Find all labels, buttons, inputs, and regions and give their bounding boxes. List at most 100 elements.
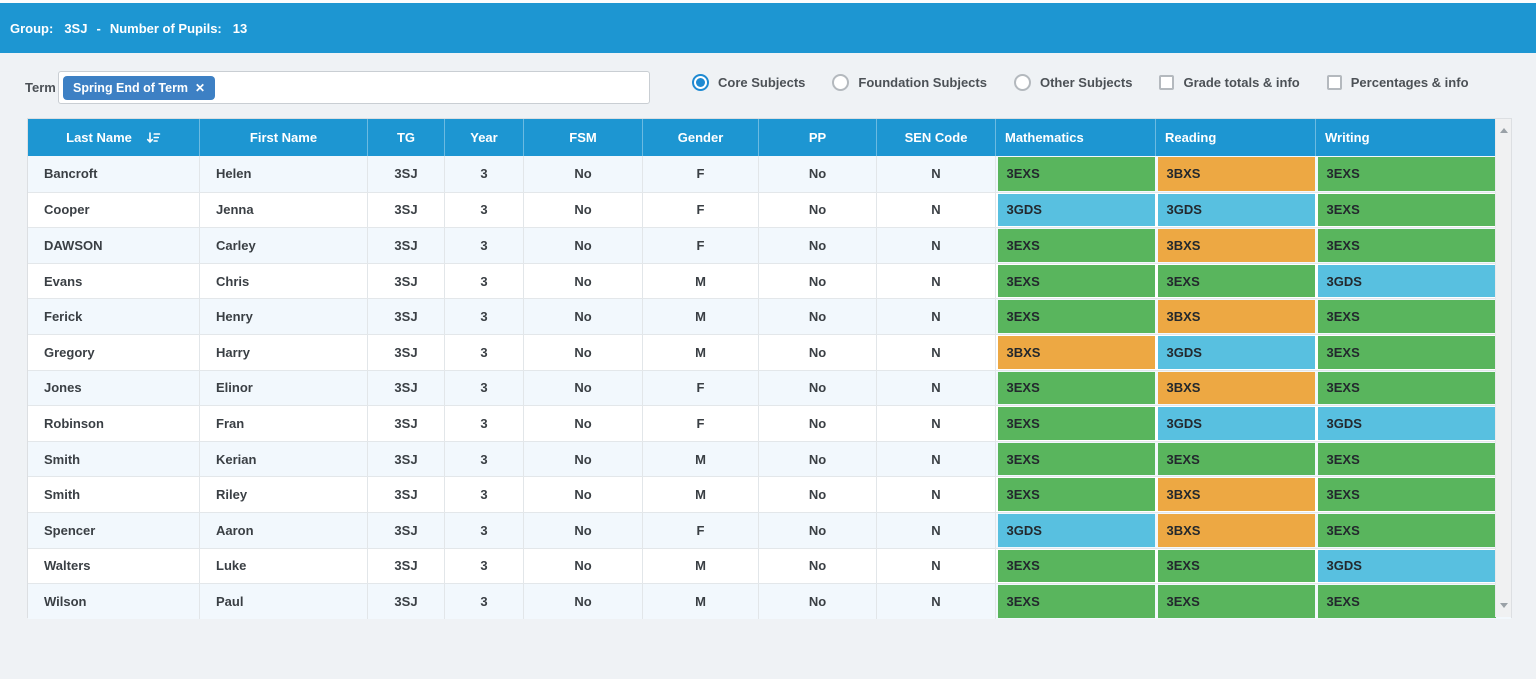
cell-fsm: No <box>524 192 643 228</box>
grade-cell[interactable]: 3EXS <box>1156 548 1316 584</box>
grade-cell[interactable]: 3EXS <box>1156 263 1316 299</box>
grade-cell[interactable]: 3EXS <box>1316 228 1497 263</box>
cell-fsm: No <box>524 512 643 548</box>
pupil-row[interactable]: Ferick Henry 3SJ 3 No M No N 3EXS 3BXS 3EXS <box>28 298 1511 334</box>
cell-fsm: No <box>524 370 643 406</box>
grade-cell[interactable]: 3GDS <box>1156 192 1316 228</box>
pupil-row[interactable]: Smith Riley 3SJ 3 No M No N 3EXS 3BXS 3EXS <box>28 476 1511 512</box>
column-header-tg[interactable]: TG <box>368 119 445 156</box>
grade-cell[interactable]: 3EXS <box>996 370 1156 406</box>
grade-cell[interactable]: 3BXS <box>1156 299 1316 334</box>
grade-cell[interactable]: 3EXS <box>996 299 1156 334</box>
grade-cell[interactable]: 3EXS <box>996 584 1156 619</box>
cell-sen: N <box>877 192 996 228</box>
cell-year: 3 <box>445 263 524 299</box>
grade-cell[interactable]: 3GDS <box>1156 334 1316 370</box>
grade-value: 3EXS <box>1157 585 1315 618</box>
cell-gender: M <box>643 548 759 584</box>
checkbox-icon[interactable] <box>1326 75 1342 90</box>
grade-value: 3EXS <box>1157 442 1315 476</box>
pupil-row[interactable]: Gregory Harry 3SJ 3 No M No N 3BXS 3GDS 3EXS <box>28 333 1511 370</box>
cell-tg: 3SJ <box>368 477 445 512</box>
cell-first: Helen <box>200 156 368 192</box>
column-header-fsm[interactable]: FSM <box>524 119 643 156</box>
column-header-pp[interactable]: PP <box>759 119 877 156</box>
radio-icon[interactable] <box>832 74 850 91</box>
column-header-gender[interactable]: Gender <box>643 119 759 156</box>
grade-cell[interactable]: 3EXS <box>996 156 1156 192</box>
checkbox-percentages[interactable]: Percentages & info <box>1326 75 1469 90</box>
grade-cell[interactable]: 3GDS <box>996 512 1156 548</box>
radio-foundation-subjects[interactable]: Foundation Subjects <box>832 74 987 91</box>
pupil-row[interactable]: Evans Chris 3SJ 3 No M No N 3EXS 3EXS 3GDS <box>28 262 1511 299</box>
pupil-row[interactable]: Smith Kerian 3SJ 3 No M No N 3EXS 3EXS 3EXS <box>28 440 1511 477</box>
cell-pp: No <box>759 548 877 584</box>
cell-first: Fran <box>200 406 368 441</box>
grade-cell[interactable]: 3GDS <box>1316 406 1497 441</box>
grade-cell[interactable]: 3EXS <box>1316 299 1497 334</box>
grade-cell[interactable]: 3BXS <box>1156 477 1316 512</box>
pupil-row[interactable]: Robinson Fran 3SJ 3 No F No N 3EXS 3GDS 3GDS <box>28 405 1511 441</box>
grade-cell[interactable]: 3EXS <box>1316 477 1497 512</box>
grade-cell[interactable]: 3GDS <box>1316 263 1497 299</box>
grade-cell[interactable]: 3EXS <box>1316 192 1497 228</box>
grade-cell[interactable]: 3GDS <box>1156 406 1316 441</box>
grade-cell[interactable]: 3EXS <box>1316 584 1497 619</box>
term-chip[interactable]: Spring End of Term ✕ <box>63 75 216 100</box>
checkbox-label: Grade totals & info <box>1183 75 1300 90</box>
column-header-first-name[interactable]: First Name <box>200 119 368 156</box>
grade-cell[interactable]: 3EXS <box>996 477 1156 512</box>
cell-gender: F <box>643 192 759 228</box>
grade-cell[interactable]: 3EXS <box>996 548 1156 584</box>
grade-value: 3EXS <box>997 371 1155 405</box>
grade-cell[interactable]: 3GDS <box>996 192 1156 228</box>
radio-core-subjects[interactable]: Core Subjects <box>692 74 805 91</box>
column-header-mathematics[interactable]: Mathematics <box>996 119 1156 156</box>
grade-cell[interactable]: 3EXS <box>1316 441 1497 477</box>
pupil-row[interactable]: Jones Elinor 3SJ 3 No F No N 3EXS 3BXS 3EXS <box>28 369 1511 406</box>
grade-cell[interactable]: 3BXS <box>996 334 1156 370</box>
cell-gender: M <box>643 441 759 477</box>
grade-cell[interactable]: 3EXS <box>1316 156 1497 192</box>
pupil-row[interactable]: Cooper Jenna 3SJ 3 No F No N 3GDS 3GDS 3EXS <box>28 191 1511 228</box>
radio-label: Foundation Subjects <box>858 75 987 90</box>
grade-cell[interactable]: 3EXS <box>996 228 1156 263</box>
pupil-row[interactable]: Bancroft Helen 3SJ 3 No F No N 3EXS 3BXS 3EXS <box>28 156 1511 192</box>
grade-cell[interactable]: 3EXS <box>1316 512 1497 548</box>
column-header-sen-code[interactable]: SEN Code <box>877 119 996 156</box>
grade-cell[interactable]: 3EXS <box>996 441 1156 477</box>
grade-cell[interactable]: 3GDS <box>1316 548 1497 584</box>
grade-value: 3EXS <box>997 157 1155 191</box>
grade-cell[interactable]: 3EXS <box>1156 584 1316 619</box>
pupil-row[interactable]: Walters Luke 3SJ 3 No M No N 3EXS 3EXS 3GDS <box>28 547 1511 584</box>
checkbox-grade-totals[interactable]: Grade totals & info <box>1159 75 1300 90</box>
grade-cell[interactable]: 3BXS <box>1156 512 1316 548</box>
grade-cell[interactable]: 3EXS <box>996 263 1156 299</box>
pupils-grid: Last Name First Name TG Year FSM Gender PP SEN … <box>27 118 1512 619</box>
chip-close-icon[interactable]: ✕ <box>195 80 206 95</box>
cell-sen: N <box>877 406 996 441</box>
grade-cell[interactable]: 3BXS <box>1156 156 1316 192</box>
column-header-writing[interactable]: Writing <box>1316 119 1497 156</box>
pupil-row[interactable]: DAWSON Carley 3SJ 3 No F No N 3EXS 3BXS 3EXS <box>28 227 1511 263</box>
column-header-year[interactable]: Year <box>445 119 524 156</box>
column-header-reading[interactable]: Reading <box>1156 119 1316 156</box>
grade-cell[interactable]: 3BXS <box>1156 228 1316 263</box>
grade-cell[interactable]: 3EXS <box>1316 370 1497 406</box>
grade-cell[interactable]: 3EXS <box>1156 441 1316 477</box>
grade-cell[interactable]: 3BXS <box>1156 370 1316 406</box>
scroll-up-icon[interactable] <box>1500 128 1508 133</box>
grade-cell[interactable]: 3EXS <box>996 406 1156 441</box>
grade-cell[interactable]: 3EXS <box>1316 334 1497 370</box>
pupil-row[interactable]: Wilson Paul 3SJ 3 No M No N 3EXS 3EXS 3EXS <box>28 583 1511 619</box>
column-header-last-name[interactable]: Last Name <box>28 119 200 156</box>
radio-icon[interactable] <box>1013 74 1031 91</box>
scroll-down-icon[interactable] <box>1500 603 1508 608</box>
vertical-scrollbar[interactable] <box>1495 119 1511 617</box>
radio-icon[interactable] <box>692 74 709 91</box>
pupil-row[interactable]: Spencer Aaron 3SJ 3 No F No N 3GDS 3BXS 3EXS <box>28 511 1511 548</box>
cell-first: Luke <box>200 548 368 584</box>
term-select-input[interactable]: Spring End of Term ✕ <box>58 71 650 104</box>
radio-other-subjects[interactable]: Other Subjects <box>1013 74 1132 91</box>
checkbox-icon[interactable] <box>1159 75 1175 90</box>
